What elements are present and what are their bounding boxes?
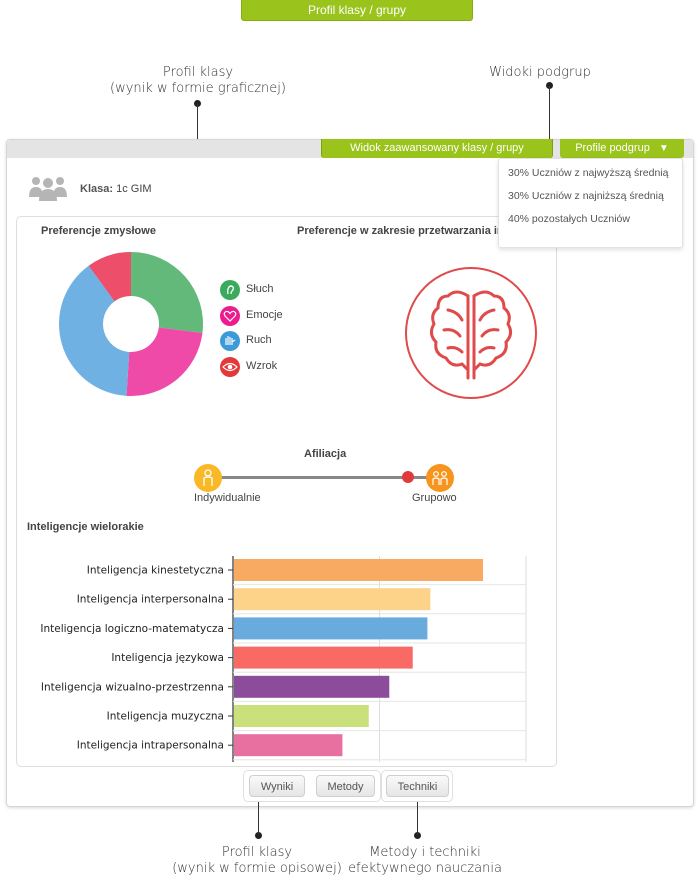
hands-icon xyxy=(220,331,240,351)
eye-icon xyxy=(220,357,240,377)
legend-label: Słuch xyxy=(246,283,274,295)
bar-label: Inteligencja intrapersonalna xyxy=(77,740,224,752)
bar xyxy=(234,705,369,727)
callout-subgroups: Widoki podgrup xyxy=(480,65,600,81)
bar xyxy=(234,559,484,581)
pie-slice xyxy=(59,265,130,396)
pie-slice xyxy=(131,252,203,334)
pie-slice xyxy=(126,327,203,396)
legend-label: Ruch xyxy=(246,334,272,346)
callout-dot xyxy=(414,832,421,839)
legend-label: Wzrok xyxy=(246,360,278,372)
group-icon xyxy=(27,175,69,201)
callout-profile-desc-line1: Profil klasy xyxy=(221,845,293,860)
callout-methods-line1: Metody i techniki xyxy=(369,845,481,860)
affiliation-right-label: Grupowo xyxy=(412,492,457,504)
class-label-key: Klasa: xyxy=(80,183,114,195)
callout-methods: Metody i techniki efektywnego nauczania xyxy=(340,845,510,877)
processing-title: Preferencje w zakresie przetwarzania inf… xyxy=(297,225,547,237)
callout-profile-graphic-line2: (wynik w formie graficznej) xyxy=(110,81,286,96)
dropdown-option[interactable]: 30% Uczniów z najwyższą średnią xyxy=(508,167,669,179)
class-label-value: 1c GIM xyxy=(116,183,152,195)
callout-dot xyxy=(194,100,201,107)
callout-profile-graphic-line1: Profil klasy xyxy=(162,65,234,80)
bar xyxy=(234,588,431,611)
bar-label: Inteligencja kinestetyczna xyxy=(87,565,224,577)
affiliation-title: Afiliacja xyxy=(304,448,347,460)
class-label: Klasa: 1c GIM xyxy=(80,183,152,195)
caret-down-icon: ▼ xyxy=(658,143,669,154)
tab-advanced-view[interactable]: Widok zaawansowany klasy / grupy xyxy=(321,139,553,158)
bar-label: Inteligencja wizualno-przestrzenna xyxy=(41,681,224,693)
page-title-tab: Profil klasy / grupy xyxy=(241,0,473,21)
subgroup-dropdown-menu: 30% Uczniów z najwyższą średnią 30% Uczn… xyxy=(498,158,683,248)
affiliation-marker xyxy=(401,471,414,483)
group-work-icon xyxy=(426,464,454,492)
techniques-button[interactable]: Techniki xyxy=(386,775,449,797)
callout-profile-graphic: Profil klasy (wynik w formie graficznej) xyxy=(100,65,296,97)
callout-profile-desc-line2: (wynik w formie opisowej) xyxy=(172,861,342,876)
callout-profile-desc: Profil klasy (wynik w formie opisowej) xyxy=(164,845,350,877)
results-button[interactable]: Wyniki xyxy=(249,775,305,797)
sensory-title: Preferencje zmysłowe xyxy=(41,225,156,237)
ear-icon xyxy=(220,280,240,300)
subgroup-profiles-dropdown[interactable]: Profile podgrup ▼ xyxy=(560,139,684,158)
methods-button[interactable]: Metody xyxy=(316,775,375,797)
subgroup-profiles-label: Profile podgrup xyxy=(575,142,650,154)
individual-icon xyxy=(194,464,222,492)
affiliation-track xyxy=(210,476,440,479)
intelligences-bar-chart: Inteligencja kinestetyczna Inteligencja i… xyxy=(40,556,527,762)
legend-label: Emocje xyxy=(246,309,283,321)
callout-subgroups-text: Widoki podgrup xyxy=(489,65,591,80)
sensory-donut-chart xyxy=(59,252,203,396)
bar-label: Inteligencja muzyczna xyxy=(107,711,224,723)
brain-icon xyxy=(404,266,538,400)
callout-line xyxy=(258,802,259,835)
dropdown-option[interactable]: 30% Uczniów z najniższą średnią xyxy=(508,190,664,202)
pie-slice xyxy=(88,252,131,302)
callout-line xyxy=(417,802,418,835)
intelligences-title: Inteligencje wielorakie xyxy=(27,521,144,533)
bar-label: Inteligencja logiczno-matematycza xyxy=(40,623,224,635)
bar xyxy=(234,734,343,757)
bar-label: Inteligencja językowa xyxy=(111,652,224,664)
callout-dot xyxy=(546,82,553,89)
callout-methods-line2: efektywnego nauczania xyxy=(348,861,502,876)
affiliation-left-label: Indywidualnie xyxy=(194,492,261,504)
callout-line xyxy=(549,86,550,144)
dropdown-option[interactable]: 40% pozostałych Uczniów xyxy=(508,213,630,225)
bar xyxy=(234,646,413,669)
heart-icon xyxy=(220,306,240,326)
bar xyxy=(234,675,390,698)
bar-label: Inteligencja interpersonalna xyxy=(77,594,224,606)
callout-dot xyxy=(255,832,262,839)
bar xyxy=(234,617,428,640)
